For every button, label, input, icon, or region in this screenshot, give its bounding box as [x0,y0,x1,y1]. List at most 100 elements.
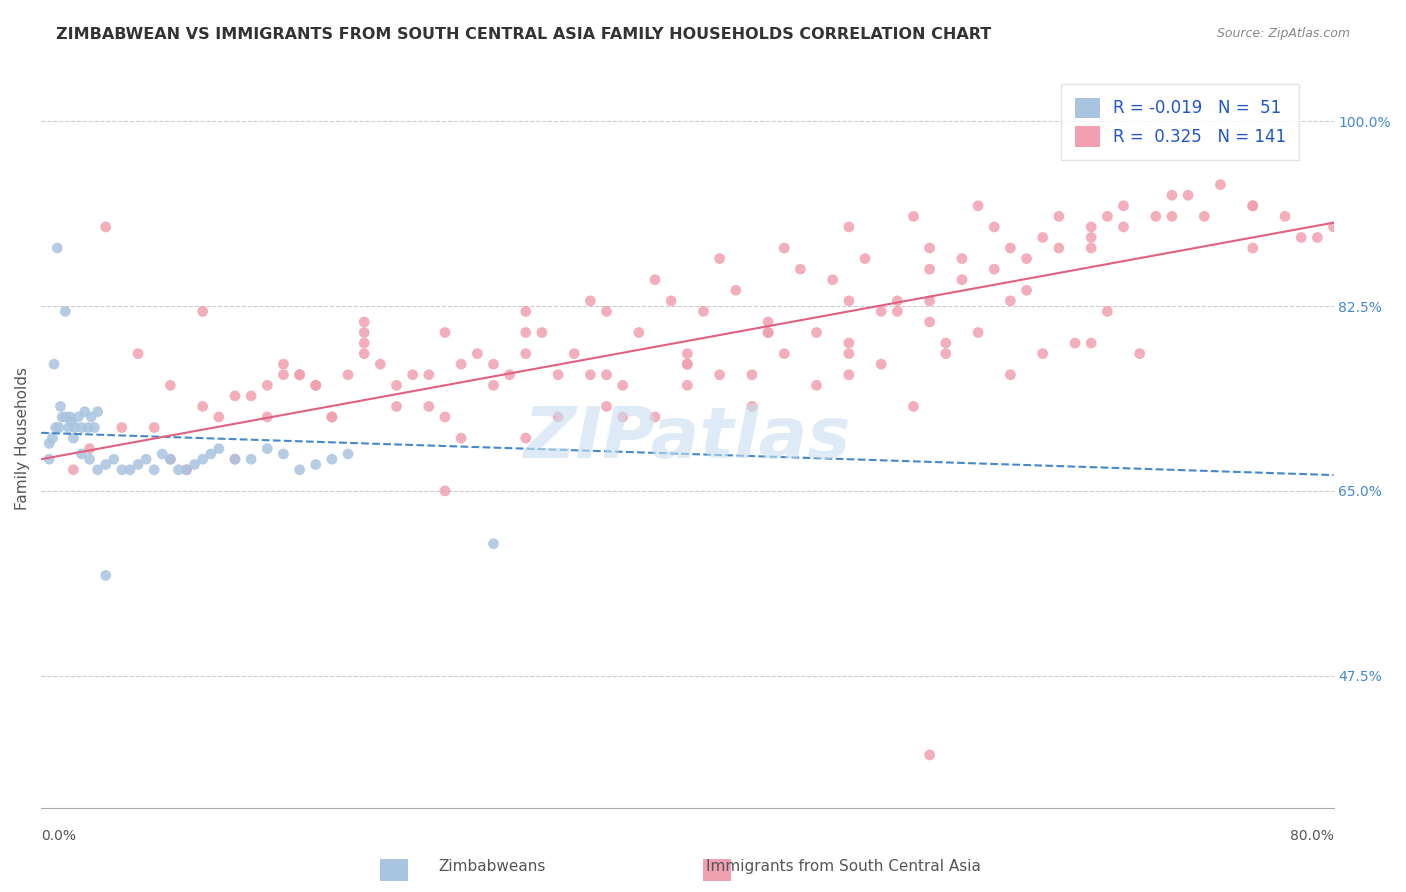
Point [741,400,763,414]
Point [515,431,537,445]
Text: ZIPatlas: ZIPatlas [523,403,851,473]
Point [111,420,134,434]
Point [1080,230,1102,244]
Point [353,315,375,329]
Point [42,357,65,371]
Point [676,357,699,371]
Point [595,400,617,414]
Point [288,463,311,477]
Text: Immigrants from South Central Asia: Immigrants from South Central Asia [706,859,981,874]
Y-axis label: Family Households: Family Households [15,367,30,509]
Point [1015,283,1038,297]
Point [1322,219,1344,234]
Point [530,326,553,340]
Point [321,409,343,424]
Point [305,458,328,472]
Point [935,346,957,360]
Point [94,458,117,472]
Point [288,368,311,382]
Point [1306,230,1329,244]
Point [918,293,941,308]
Point [127,346,149,360]
Point [385,400,408,414]
Point [579,368,602,382]
Point [1047,210,1070,224]
Point [1000,368,1022,382]
Point [321,452,343,467]
Point [983,219,1005,234]
Point [433,483,456,498]
Point [903,400,925,414]
Point [465,346,488,360]
Point [676,346,699,360]
Point [86,405,108,419]
Point [983,262,1005,277]
Point [659,293,682,308]
Point [838,293,860,308]
Point [49,400,72,414]
Point [256,442,278,456]
Point [627,326,650,340]
Point [709,368,731,382]
Point [450,431,472,445]
Point [418,400,440,414]
Point [103,452,125,467]
Point [70,420,93,434]
Point [418,368,440,382]
Point [1080,219,1102,234]
Point [240,452,263,467]
Point [1064,336,1087,351]
Point [337,447,360,461]
Point [756,326,779,340]
Point [1194,210,1216,224]
Point [838,336,860,351]
Point [918,262,941,277]
Text: Source: ZipAtlas.com: Source: ZipAtlas.com [1216,27,1350,40]
Point [918,747,941,762]
Point [612,409,634,424]
Point [838,368,860,382]
Point [1112,219,1135,234]
Point [1112,199,1135,213]
Point [821,273,844,287]
Point [191,400,214,414]
Point [950,252,973,266]
Point [886,304,908,318]
Point [433,409,456,424]
Point [1032,230,1054,244]
Point [167,463,190,477]
Point [256,409,278,424]
Text: 80.0%: 80.0% [1289,829,1333,843]
Point [46,241,69,255]
Point [773,346,796,360]
Point [515,326,537,340]
Point [515,304,537,318]
Point [240,389,263,403]
Point [950,273,973,287]
Point [433,326,456,340]
Point [256,378,278,392]
Point [63,420,86,434]
Point [676,378,699,392]
Point [838,219,860,234]
Point [1161,188,1184,202]
Point [612,378,634,392]
Point [918,241,941,255]
Point [38,436,60,450]
Point [337,368,360,382]
Point [903,210,925,224]
Point [756,326,779,340]
Point [208,442,231,456]
Point [1032,346,1054,360]
Point [1289,230,1312,244]
Point [806,378,828,392]
Point [353,326,375,340]
Point [1209,178,1232,192]
Point [709,252,731,266]
Point [1097,210,1119,224]
Text: 0.0%: 0.0% [41,829,76,843]
Point [67,409,90,424]
Point [644,409,666,424]
Point [62,431,84,445]
Point [676,357,699,371]
